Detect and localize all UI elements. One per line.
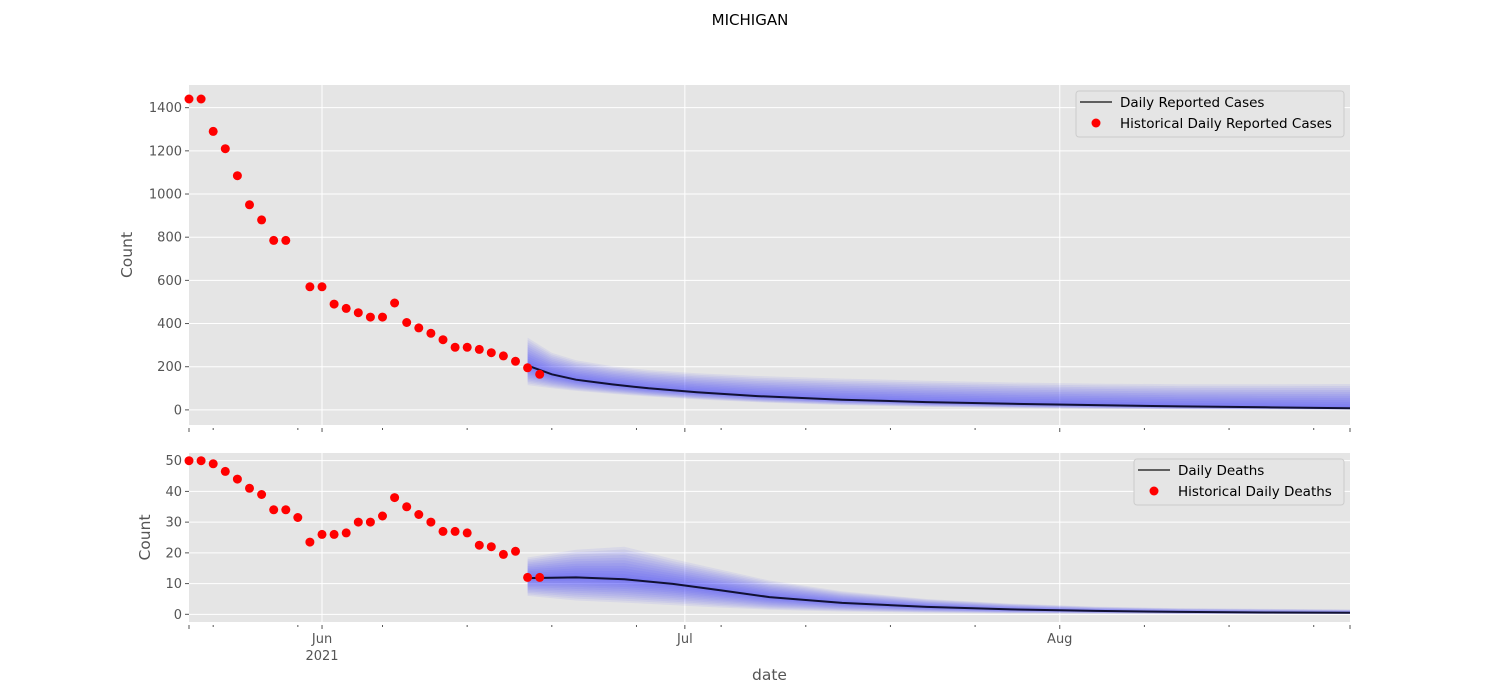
data-point: [342, 528, 351, 537]
data-point: [209, 127, 218, 136]
y-tick-label: 30: [165, 516, 182, 531]
data-point: [499, 550, 508, 559]
legend-dot-marker: [1150, 487, 1159, 496]
y-tick-label: 0: [174, 608, 182, 623]
y-tick-label: 400: [157, 317, 182, 332]
data-point: [511, 357, 520, 366]
data-point: [414, 323, 423, 332]
y-tick-label: 600: [157, 274, 182, 289]
data-point: [511, 547, 520, 556]
y-tick-label: 20: [165, 546, 182, 561]
data-point: [221, 144, 230, 153]
data-point: [233, 171, 242, 180]
data-point: [439, 527, 448, 536]
data-point: [197, 95, 206, 104]
data-point: [523, 573, 532, 582]
data-point: [535, 573, 544, 582]
y-tick-label: 50: [165, 454, 182, 469]
legend-entry: Daily Deaths: [1178, 463, 1264, 479]
data-point: [402, 502, 411, 511]
data-point: [451, 527, 460, 536]
data-point: [354, 518, 363, 527]
data-point: [378, 512, 387, 521]
y-tick-label: 40: [165, 485, 182, 500]
x-tick-label: Jun: [311, 632, 332, 647]
y-tick-label: 1000: [149, 188, 182, 203]
x-tick-label: Aug: [1047, 632, 1072, 647]
data-point: [366, 313, 375, 322]
data-point: [475, 541, 484, 550]
data-point: [281, 505, 290, 514]
data-point: [269, 236, 278, 245]
data-point: [535, 370, 544, 379]
data-point: [499, 351, 508, 360]
legend-1: Daily Reported Cases Historical Daily Rep…: [1076, 91, 1344, 137]
legend-entry: Historical Daily Deaths: [1178, 484, 1332, 500]
data-point: [257, 215, 266, 224]
data-point: [305, 282, 314, 291]
data-point: [390, 493, 399, 502]
data-point: [305, 538, 314, 547]
y-tick-label: 1400: [149, 101, 182, 116]
data-point: [451, 343, 460, 352]
data-point: [330, 530, 339, 539]
data-point: [245, 200, 254, 209]
data-point: [342, 304, 351, 313]
data-point: [269, 505, 278, 514]
y-axis-label: Count: [118, 232, 136, 278]
data-point: [185, 456, 194, 465]
legend-2: Daily Deaths Historical Daily Deaths: [1134, 459, 1344, 505]
data-point: [197, 456, 206, 465]
data-point: [366, 518, 375, 527]
data-point: [354, 308, 363, 317]
x-axis-label: date: [752, 666, 787, 684]
y-tick-label: 1200: [149, 144, 182, 159]
x-tick-label: Jul: [676, 632, 693, 647]
data-point: [378, 313, 387, 322]
data-point: [318, 282, 327, 291]
data-point: [439, 335, 448, 344]
data-point: [330, 300, 339, 309]
data-point: [426, 329, 435, 338]
data-point: [523, 363, 532, 372]
data-point: [318, 530, 327, 539]
data-point: [245, 484, 254, 493]
data-point: [414, 510, 423, 519]
legend-entry: Daily Reported Cases: [1120, 95, 1264, 111]
data-point: [426, 518, 435, 527]
y-tick-label: 0: [174, 403, 182, 418]
data-point: [463, 343, 472, 352]
y-tick-label: 200: [157, 360, 182, 375]
data-point: [463, 528, 472, 537]
data-point: [185, 95, 194, 104]
data-point: [221, 467, 230, 476]
data-point: [257, 490, 266, 499]
data-point: [209, 459, 218, 468]
legend-dot-marker: [1092, 119, 1101, 128]
legend-entry: Historical Daily Reported Cases: [1120, 116, 1332, 132]
x-tick-sublabel: 2021: [305, 649, 338, 664]
data-point: [390, 299, 399, 308]
y-tick-label: 10: [165, 577, 182, 592]
y-axis-label: Count: [136, 514, 154, 560]
data-point: [233, 475, 242, 484]
data-point: [487, 542, 496, 551]
data-point: [293, 513, 302, 522]
y-tick-label: 800: [157, 231, 182, 246]
data-point: [475, 345, 484, 354]
data-point: [402, 318, 411, 327]
data-point: [487, 348, 496, 357]
data-point: [281, 236, 290, 245]
